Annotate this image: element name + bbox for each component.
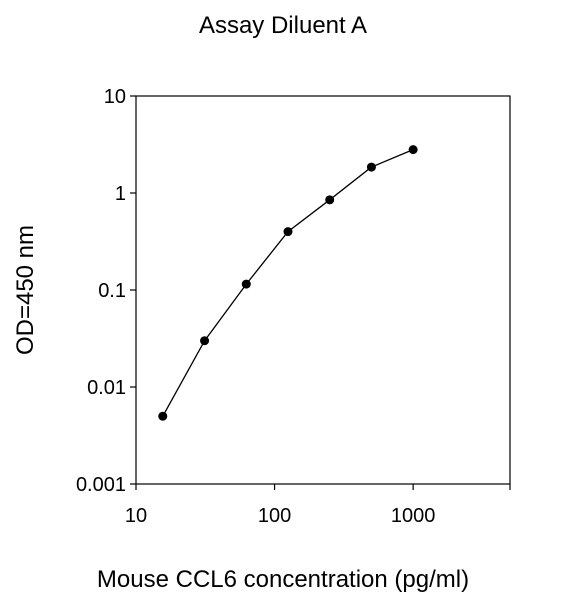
data-point (241, 279, 251, 289)
y-tick-label: 0.01 (87, 377, 126, 399)
y-tick-label: 1 (115, 183, 126, 205)
data-point (366, 162, 376, 172)
data-point (283, 227, 293, 237)
y-tick-label: 0.1 (98, 280, 126, 302)
x-tick-label: 10 (125, 505, 147, 527)
x-tick-label: 1000 (391, 505, 436, 527)
data-point (158, 411, 168, 421)
data-point (325, 195, 335, 205)
y-axis-label: OD=450 nm (12, 224, 39, 356)
x-axis-ticks: 10 100 1000 (125, 484, 511, 527)
series-line (162, 149, 414, 417)
y-axis-ticks: 0.001 0.01 0.1 1 10 (76, 86, 136, 496)
data-point (200, 336, 210, 346)
series-group (158, 145, 418, 421)
plot-frame (135, 95, 511, 485)
x-axis-label: Mouse CCL6 concentration (pg/ml) (96, 566, 470, 593)
data-point (408, 145, 418, 155)
plot-axes (135, 95, 511, 485)
y-tick-label: 0.001 (76, 474, 126, 496)
chart-title: Assay Diluent A (198, 12, 368, 39)
y-tick-label: 10 (104, 86, 126, 108)
x-tick-label: 100 (258, 505, 291, 527)
